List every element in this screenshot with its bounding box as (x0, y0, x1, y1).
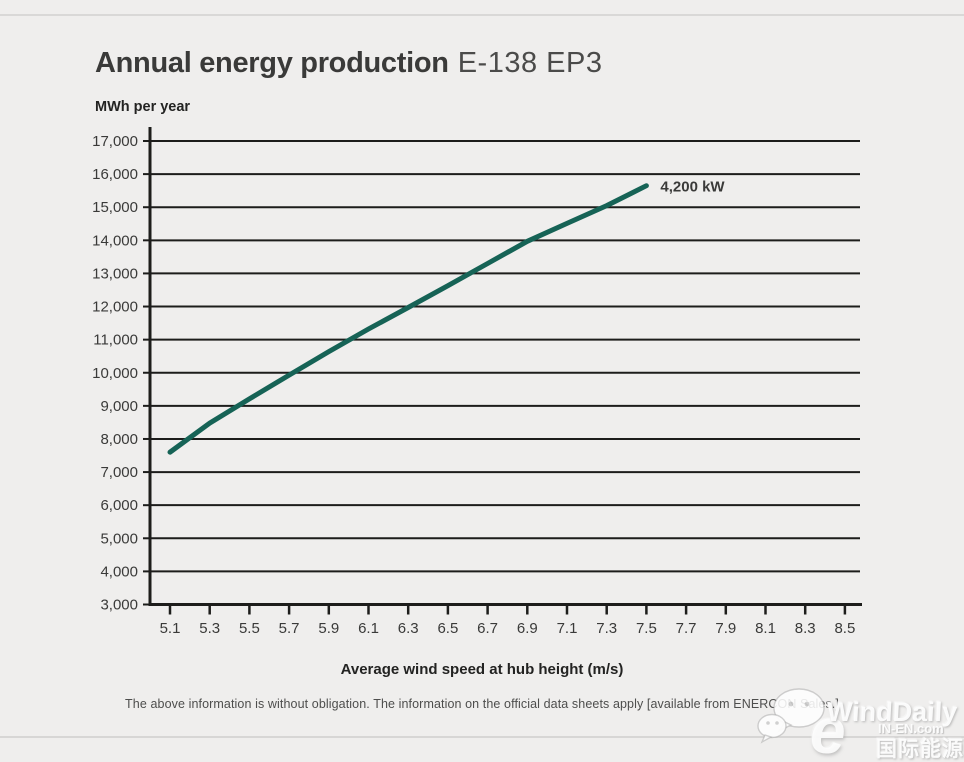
disclaimer-text: The above information is without obligat… (125, 697, 839, 711)
y-gridlines (149, 140, 860, 573)
annual-energy-production-chart: 3,000 4,000 5,000 6,000 7,000 8,000 9,000 10,00… (92, 127, 862, 637)
y-tick-label: 6,000 (100, 497, 138, 514)
x-tick-label: 5.1 (160, 620, 181, 637)
y-tick-label: 3,000 (100, 597, 138, 614)
x-axis-ticks (168, 606, 847, 615)
x-tick-label: 6.5 (437, 620, 458, 637)
y-tick-label: 4,000 (100, 563, 138, 580)
x-tick-label: 7.3 (596, 620, 617, 637)
curve-end-label: 4,200 kW (660, 179, 725, 196)
x-tick-label: 5.3 (199, 620, 220, 637)
y-tick-label: 11,000 (93, 332, 138, 349)
x-tick-label: 7.5 (636, 620, 657, 637)
y-tick-label: 5,000 (100, 530, 138, 547)
y-tick-label: 7,000 (100, 464, 138, 481)
title-model: E-138 EP3 (457, 47, 603, 79)
bottom-divider (0, 736, 964, 738)
watermark-inen-domain: IN-EN.com (878, 721, 944, 736)
x-tick-label: 6.9 (517, 620, 538, 637)
x-tick-label: 8.1 (755, 620, 776, 637)
y-tick-label: 15,000 (92, 199, 138, 216)
x-axis-label: Average wind speed at hub height (m/s) (340, 661, 624, 678)
x-tick-label: 8.3 (795, 620, 816, 637)
x-tick-label: 7.7 (676, 620, 697, 637)
x-tick-label: 5.5 (239, 620, 260, 637)
x-tick-label: 7.1 (557, 620, 578, 637)
x-tick-label: 8.5 (834, 620, 855, 637)
x-tick-label: 5.7 (279, 620, 300, 637)
y-tick-label: 17,000 (92, 133, 138, 150)
y-axis-unit-label: MWh per year (95, 99, 191, 115)
x-tick-label: 6.1 (358, 620, 379, 637)
axes (148, 127, 862, 606)
y-tick-label: 9,000 (100, 398, 138, 415)
y-tick-label: 13,000 (92, 265, 138, 282)
title-main: Annual energy production (95, 47, 449, 79)
x-tick-label: 5.9 (318, 620, 339, 637)
y-tick-label: 14,000 (92, 232, 138, 249)
top-divider (0, 14, 964, 16)
production-curve-group: 4,200 kW (167, 179, 725, 455)
page-title: Annual energy production E-138 EP3 (95, 46, 602, 80)
x-tick-label: 7.9 (715, 620, 736, 637)
production-curve (167, 183, 649, 455)
y-tick-label: 10,000 (92, 365, 138, 382)
x-tick-label: 6.7 (477, 620, 498, 637)
x-tick-labels: 5.1 5.3 5.5 5.7 5.9 6.1 6.3 6.5 6.7 6.9 7.1 7.3 7.5 7… (160, 620, 856, 637)
y-tick-label: 16,000 (92, 166, 138, 183)
y-tick-label: 8,000 (100, 431, 138, 448)
x-tick-label: 6.3 (398, 620, 419, 637)
y-tick-labels: 3,000 4,000 5,000 6,000 7,000 8,000 9,000 10,00… (92, 133, 138, 614)
y-tick-label: 12,000 (92, 299, 138, 316)
